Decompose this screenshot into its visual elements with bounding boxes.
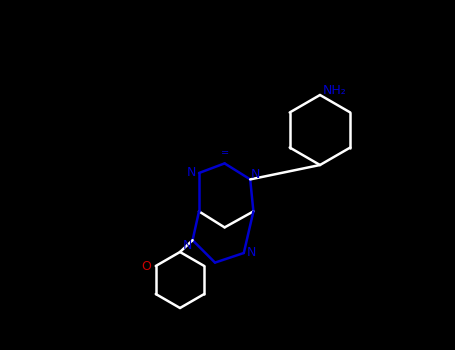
Text: N: N bbox=[183, 239, 192, 252]
Text: N: N bbox=[251, 168, 260, 181]
Text: O: O bbox=[141, 259, 151, 273]
Text: N: N bbox=[186, 167, 196, 180]
Text: =: = bbox=[221, 148, 229, 159]
Text: NH₂: NH₂ bbox=[323, 84, 347, 97]
Text: N: N bbox=[247, 246, 257, 259]
